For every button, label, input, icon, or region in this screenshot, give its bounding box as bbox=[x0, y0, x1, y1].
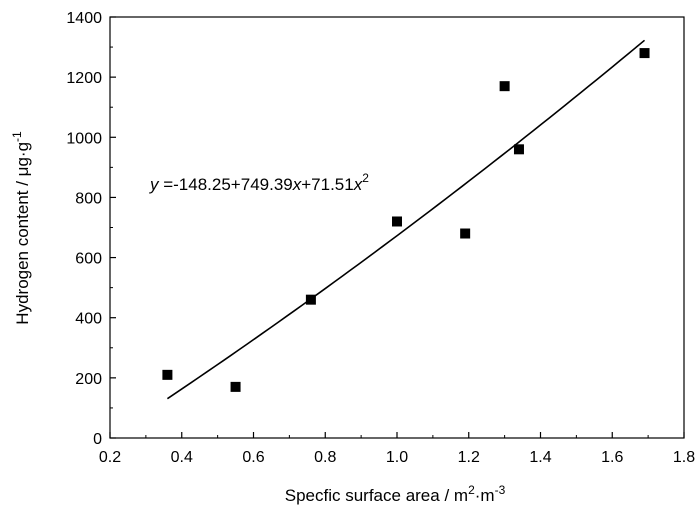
x-axis-label-mid: ·m bbox=[475, 486, 495, 505]
x-tick-label: 1.0 bbox=[386, 449, 408, 466]
eq-var-x2: x bbox=[353, 175, 363, 194]
x-tick-label: 1.6 bbox=[601, 449, 623, 466]
y-axis-label: Hydrogen content / μg·g-1 bbox=[10, 131, 32, 325]
eq-part2: +71.51 bbox=[301, 175, 353, 194]
y-tick-label: 800 bbox=[75, 190, 102, 207]
y-tick-label: 400 bbox=[75, 311, 102, 328]
x-tick-label: 0.4 bbox=[171, 449, 193, 466]
x-axis-label-sup1: 2 bbox=[468, 483, 475, 497]
y-tick-label: 1200 bbox=[66, 70, 102, 87]
eq-part1: =-148.25+749.39 bbox=[159, 175, 293, 194]
x-tick-labels: 0.2 0.4 0.6 0.8 1.0 1.2 1.4 1.6 1.8 bbox=[99, 449, 695, 466]
eq-var-y: y bbox=[149, 175, 160, 194]
y-axis-label-sup: -1 bbox=[10, 131, 24, 142]
y-tick-labels: 0 200 400 600 800 1000 1200 1400 bbox=[66, 10, 102, 448]
x-tick-label: 0.8 bbox=[314, 449, 336, 466]
eq-var-x: x bbox=[292, 175, 302, 194]
x-tick-label: 0.6 bbox=[242, 449, 264, 466]
y-tick-label: 1000 bbox=[66, 130, 102, 147]
fit-curve bbox=[166, 39, 646, 400]
y-axis-label-main: Hydrogen content / μg·g bbox=[13, 142, 32, 325]
data-point bbox=[499, 81, 510, 92]
y-tick-label: 0 bbox=[93, 431, 102, 448]
plot-frame bbox=[109, 16, 685, 439]
data-point bbox=[162, 369, 173, 380]
data-point bbox=[513, 144, 524, 155]
x-tick-label: 1.4 bbox=[529, 449, 551, 466]
data-point bbox=[230, 381, 241, 392]
data-point bbox=[639, 48, 650, 59]
eq-exponent: 2 bbox=[362, 171, 369, 185]
data-point bbox=[460, 228, 471, 239]
data-point bbox=[305, 294, 316, 305]
y-tick-label: 1400 bbox=[66, 10, 102, 27]
y-tick-label: 600 bbox=[75, 251, 102, 268]
x-tick-label: 0.2 bbox=[99, 449, 121, 466]
y-tick-label: 200 bbox=[75, 371, 102, 388]
data-point bbox=[392, 216, 402, 227]
x-axis-label-main: Specfic surface area / m bbox=[285, 486, 468, 505]
x-tick-label: 1.2 bbox=[458, 449, 480, 466]
x-tick-label: 1.8 bbox=[673, 449, 695, 466]
fit-equation: y =-148.25+749.39x+71.51x2 bbox=[149, 171, 369, 194]
x-axis-label: Specfic surface area / m2·m-3 bbox=[285, 483, 506, 505]
data-points bbox=[162, 48, 650, 392]
x-axis-label-sup2: -3 bbox=[495, 483, 506, 497]
axis-ticks bbox=[109, 16, 685, 439]
